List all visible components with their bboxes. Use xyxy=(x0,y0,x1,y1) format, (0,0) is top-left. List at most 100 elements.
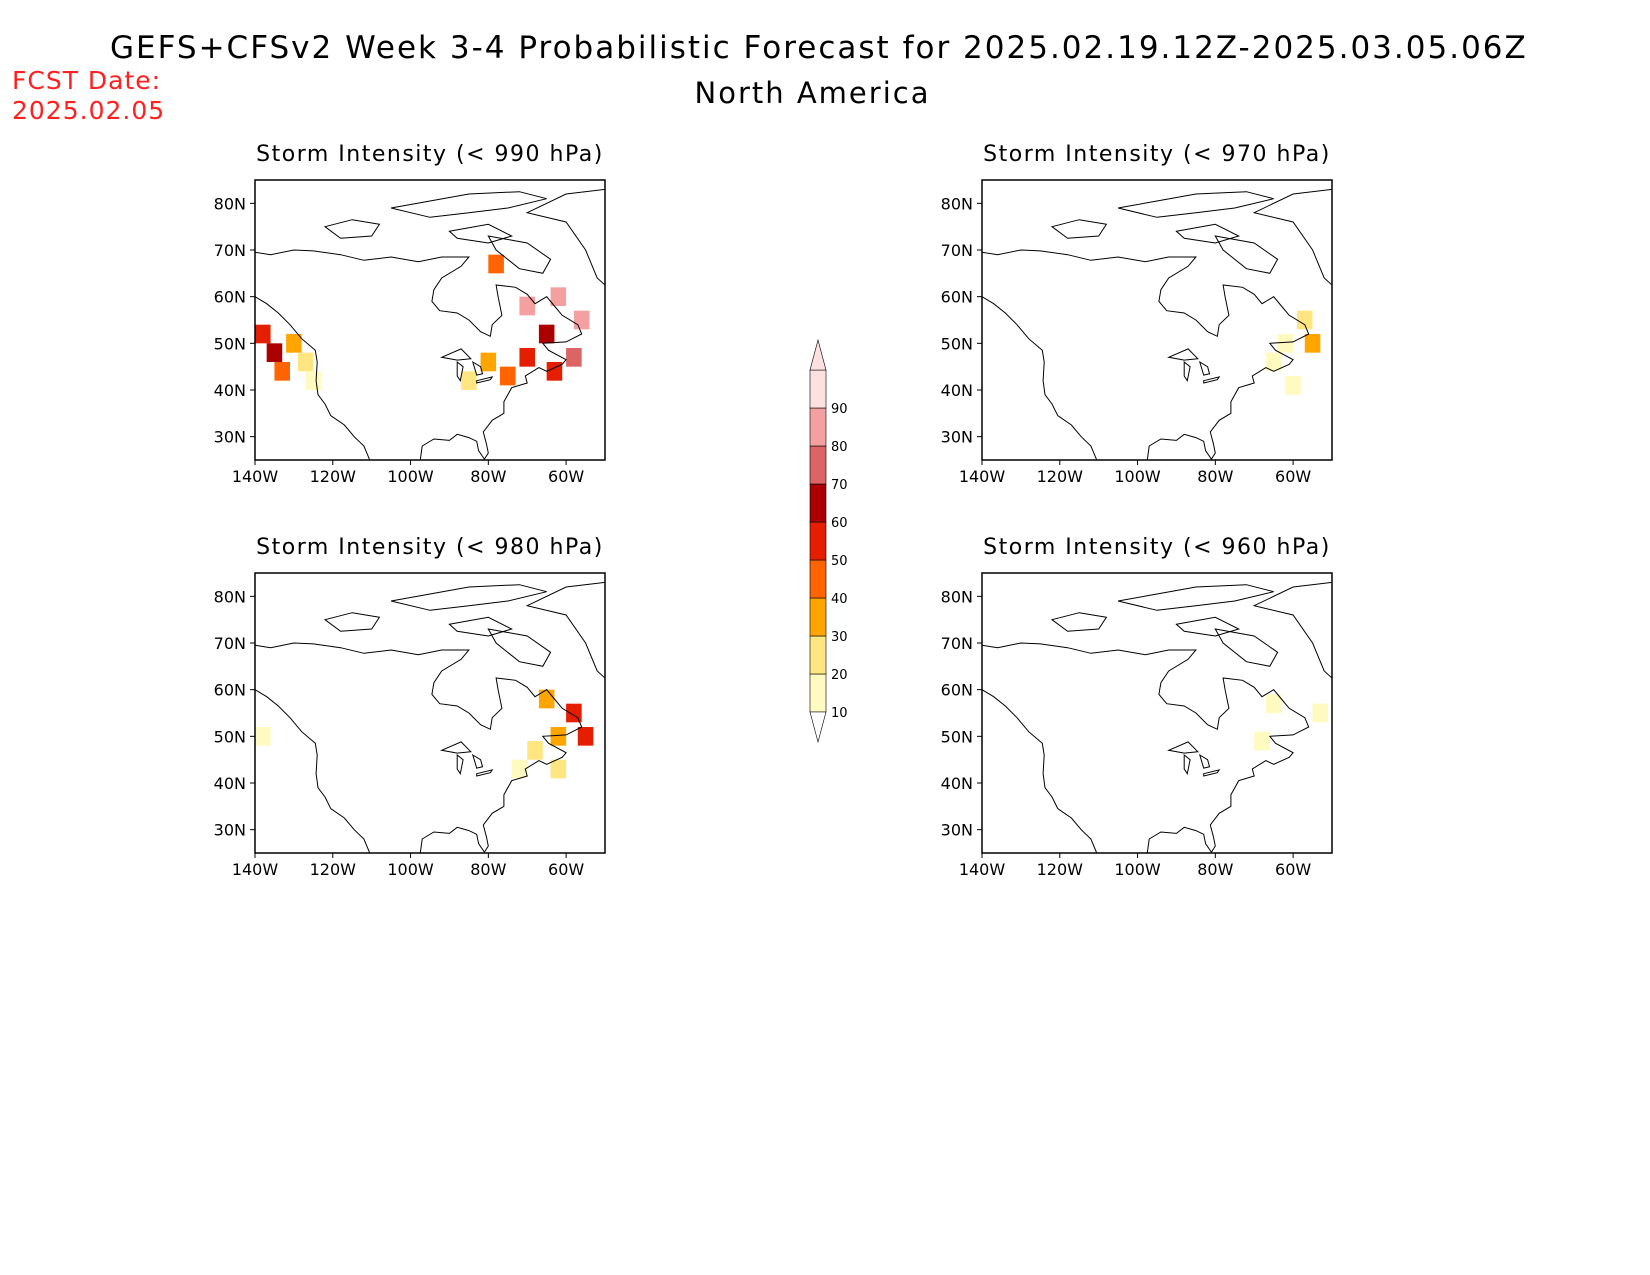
lat-tick-label: 50N xyxy=(214,334,246,353)
lat-tick-label: 30N xyxy=(941,821,973,840)
colorbar-swatch xyxy=(809,635,827,675)
lon-tick-label: 60W xyxy=(1275,860,1311,879)
lon-tick-label: 60W xyxy=(548,467,584,486)
lat-tick-label: 70N xyxy=(941,241,973,260)
map-panel-990: Storm Intensity (< 990 hPa) 80N 70N 60N 50N… xyxy=(200,142,680,512)
colorbar-label: 20 xyxy=(831,668,848,683)
lon-tick-label: 100W xyxy=(1114,860,1161,879)
map-frame xyxy=(254,179,606,461)
colorbar-swatch xyxy=(809,521,827,561)
probability-cell xyxy=(500,366,516,386)
coastline xyxy=(255,249,583,460)
lon-tick-label: 140W xyxy=(959,860,1006,879)
coastline-feature xyxy=(476,376,494,384)
lon-tick-label: 100W xyxy=(387,860,434,879)
lat-tick-label: 30N xyxy=(941,428,973,447)
coastline-feature xyxy=(525,581,605,679)
probability-cell xyxy=(527,741,543,760)
lon-tick-label: 100W xyxy=(387,467,434,486)
probability-cell xyxy=(274,362,290,381)
colorbar-top-end xyxy=(809,338,827,371)
coastline-feature xyxy=(448,616,514,637)
lat-tick-label: 60N xyxy=(941,681,973,700)
coastline-feature xyxy=(1175,616,1241,637)
lat-tick-label: 70N xyxy=(214,634,246,653)
colorbar-label: 40 xyxy=(831,592,848,607)
lat-tick-label: 50N xyxy=(941,334,973,353)
probability-cell xyxy=(480,352,497,372)
lat-tick-label: 30N xyxy=(214,821,246,840)
colorbar-label: 50 xyxy=(831,554,848,569)
probability-cell xyxy=(566,348,582,367)
colorbar-swatch xyxy=(809,597,827,637)
coastline-feature xyxy=(1050,219,1108,239)
coastline-feature xyxy=(1214,235,1279,274)
lon-tick-label: 80W xyxy=(470,860,506,879)
lat-tick-label: 40N xyxy=(214,381,246,400)
lat-tick-label: 80N xyxy=(214,194,246,213)
coastline-feature xyxy=(471,753,484,769)
coastline-feature xyxy=(1117,584,1274,611)
probability-cell xyxy=(577,727,594,746)
coastline-feature xyxy=(323,219,381,239)
lat-tick-label: 60N xyxy=(214,288,246,307)
coastlines xyxy=(982,581,1332,853)
forecast-date-block: FCST Date: 2025.02.05 xyxy=(12,66,165,126)
colorbar: 10 20 30 40 50 60 70 80 90 xyxy=(809,338,848,744)
lat-tick-label: 70N xyxy=(941,634,973,653)
lon-tick-label: 60W xyxy=(548,860,584,879)
coastline-feature xyxy=(456,753,464,775)
lon-tick-label: 120W xyxy=(1037,860,1084,879)
lon-tick-label: 120W xyxy=(1037,467,1084,486)
coastlines xyxy=(982,188,1332,460)
coastline-feature xyxy=(390,584,547,611)
panel-title: Storm Intensity (< 960 hPa) xyxy=(983,535,1331,560)
probability-cell xyxy=(550,287,567,306)
probability-cell xyxy=(1265,352,1282,372)
probability-cell xyxy=(546,362,563,381)
coastline-feature xyxy=(1183,360,1191,382)
colorbar-swatch xyxy=(809,559,827,599)
lat-tick-label: 40N xyxy=(214,774,246,793)
map-plot-970: 80N 70N 60N 50N 40N 30N 140W 120W 100W 80W 60W xyxy=(941,179,1333,486)
probability-cell xyxy=(305,371,322,390)
lon-tick-label: 120W xyxy=(310,860,357,879)
colorbar-label: 10 xyxy=(831,706,848,721)
probability-cell xyxy=(255,727,271,746)
probability-cell xyxy=(566,703,582,723)
colorbar-label: 70 xyxy=(831,478,848,493)
probability-cell xyxy=(461,371,477,390)
forecast-date-value: 2025.02.05 xyxy=(12,96,166,125)
coastline-feature xyxy=(439,741,472,754)
probability-cells xyxy=(1265,310,1321,395)
coastline-feature xyxy=(1203,769,1221,777)
coastline xyxy=(255,642,583,853)
lon-tick-label: 100W xyxy=(1114,467,1161,486)
map-panel-970: Storm Intensity (< 970 hPa) 80N 70N 60N 50N… xyxy=(927,142,1407,512)
lat-tick-label: 50N xyxy=(214,727,246,746)
panel-title: Storm Intensity (< 980 hPa) xyxy=(256,535,604,560)
coastline-feature xyxy=(1214,628,1279,667)
lat-tick-label: 80N xyxy=(941,194,973,213)
probability-cell xyxy=(1297,310,1313,330)
map-plot-980: 80N 70N 60N 50N 40N 30N 140W 120W 100W 80W 60W xyxy=(214,572,606,879)
map-plot-960: 80N 70N 60N 50N 40N 30N 140W 120W 100W 80W 60W xyxy=(941,572,1333,879)
probability-cells xyxy=(255,689,594,779)
main-title: GEFS+CFSv2 Week 3-4 Probabilistic Foreca… xyxy=(110,30,1528,66)
coastline-feature xyxy=(1183,753,1191,775)
lat-tick-label: 80N xyxy=(941,587,973,606)
coastline-feature xyxy=(1252,581,1332,679)
probability-cell xyxy=(1304,334,1321,353)
map-panel-980: Storm Intensity (< 980 hPa) 80N 70N 60N 50N… xyxy=(200,535,680,905)
lon-tick-label: 120W xyxy=(310,467,357,486)
coastline-feature xyxy=(476,769,494,777)
map-plot-990: 80N 70N 60N 50N 40N 30N 140W 120W 100W 80W 60W xyxy=(214,179,606,486)
colorbar-label: 80 xyxy=(831,440,848,455)
lon-tick-label: 60W xyxy=(1275,467,1311,486)
probability-cell xyxy=(550,759,567,779)
probability-cell xyxy=(538,324,555,344)
coastline xyxy=(982,249,1310,460)
coastline-feature xyxy=(1117,191,1274,218)
probability-cell xyxy=(573,310,590,330)
lon-tick-label: 140W xyxy=(232,467,279,486)
